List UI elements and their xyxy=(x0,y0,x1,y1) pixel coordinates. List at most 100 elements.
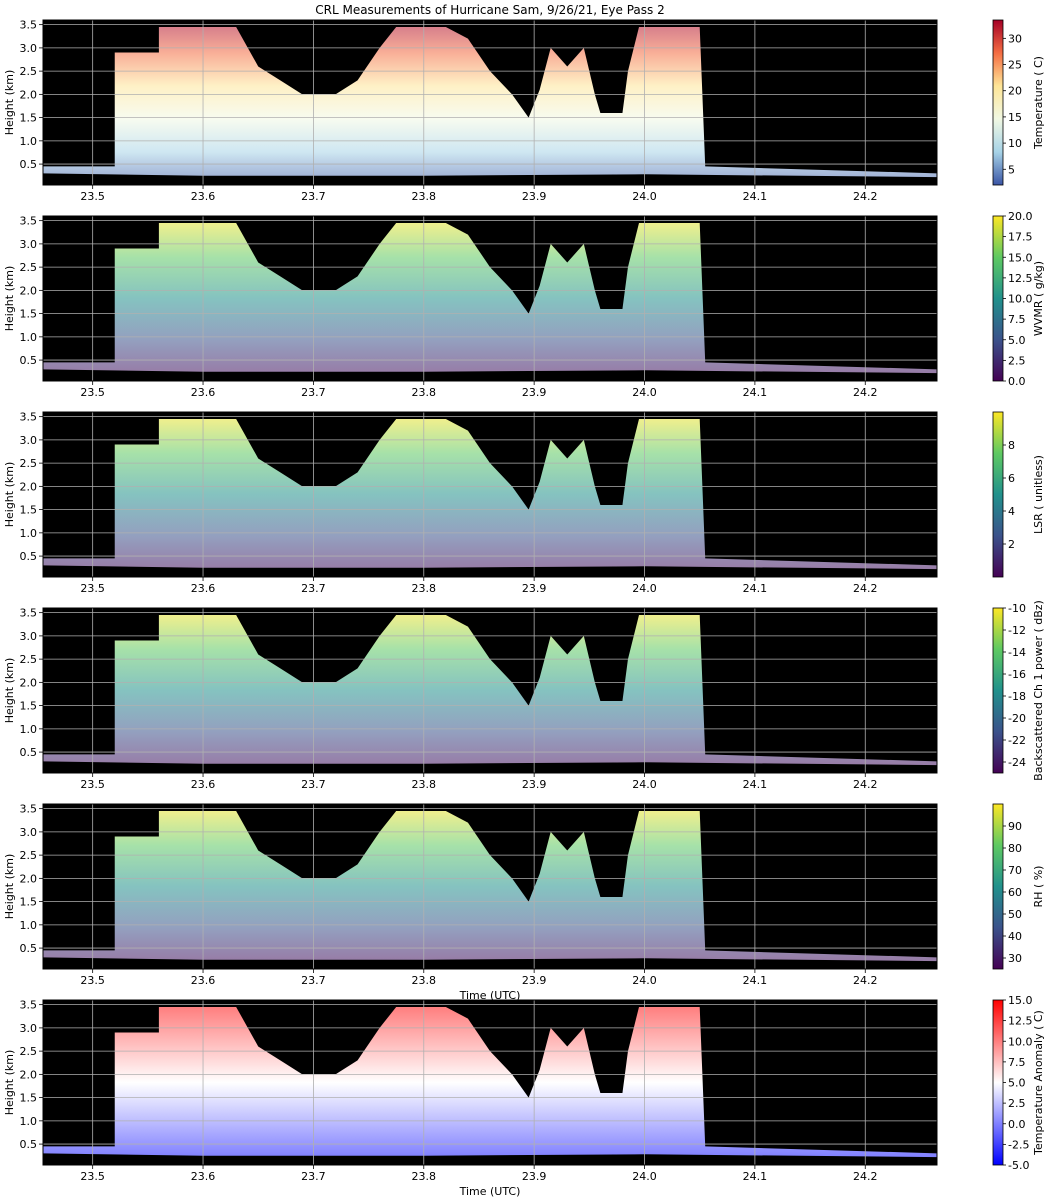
y-tick-label: 1.0 xyxy=(20,527,38,540)
x-tick-label: 23.7 xyxy=(301,778,326,791)
colorbar-tick-label: 15.0 xyxy=(1008,994,1033,1007)
no-data-mask-upper xyxy=(43,216,937,370)
panel-3: 23.5 23.6 23.7 23.8 23.9 24.0 24.1 24.20.51.01.… xyxy=(3,411,1045,595)
colorbar xyxy=(992,999,1004,1166)
y-tick-label: 2.0 xyxy=(20,480,38,493)
colorbar-tick-label: 7.5 xyxy=(1008,313,1026,326)
colorbar-tick-label: 25 xyxy=(1008,59,1022,72)
figure-title: CRL Measurements of Hurricane Sam, 9/26/… xyxy=(315,3,664,17)
colorbar-tick-label: 8 xyxy=(1008,439,1015,452)
y-tick-label: 0.5 xyxy=(20,550,38,563)
colorbar-tick-label: 6 xyxy=(1008,472,1015,485)
y-axis-label: Height (km) xyxy=(3,854,16,920)
y-tick-label: 1.0 xyxy=(20,1115,38,1128)
colorbar-tick-label: -5.0 xyxy=(1008,1159,1029,1172)
y-axis-label: Height (km) xyxy=(3,462,16,528)
y-tick-label: 2.0 xyxy=(20,676,38,689)
x-tick-label: 23.6 xyxy=(191,190,216,203)
x-tick-label: 23.8 xyxy=(412,1170,437,1183)
y-tick-label: 2.5 xyxy=(20,65,38,78)
colorbar-tick-label: 60 xyxy=(1008,886,1022,899)
x-tick-label: 23.7 xyxy=(301,190,326,203)
no-data-mask-upper xyxy=(43,412,937,566)
x-tick-label: 23.9 xyxy=(522,974,547,987)
x-tick-label: 23.6 xyxy=(191,582,216,595)
y-tick-label: 3.0 xyxy=(20,630,38,643)
colorbar-label: Backscattered Ch 1 power ( dBz) xyxy=(1032,600,1045,781)
panels: 23.5 23.6 23.7 23.8 23.9 24.0 24.1 24.20.51.01.… xyxy=(3,19,1045,1198)
x-tick-label: 24.1 xyxy=(743,582,768,595)
x-axis-label: Time (UTC) xyxy=(459,1185,521,1198)
colorbar-tick-label: 20 xyxy=(1008,85,1022,98)
y-tick-label: 1.5 xyxy=(20,896,38,909)
surface-mask xyxy=(43,957,937,969)
colorbar xyxy=(992,411,1004,578)
y-tick-label: 1.0 xyxy=(20,331,38,344)
colorbar-label: LSR ( unitless) xyxy=(1032,455,1045,534)
x-tick-label: 23.9 xyxy=(522,778,547,791)
y-tick-label: 2.5 xyxy=(20,653,38,666)
colorbar-tick-label: -14 xyxy=(1008,646,1026,659)
axes-frame xyxy=(42,215,938,382)
y-tick-label: 1.0 xyxy=(20,135,38,148)
y-tick-label: 2.5 xyxy=(20,457,38,470)
y-axis-label: Height (km) xyxy=(3,1050,16,1116)
y-tick-label: 3.5 xyxy=(20,215,38,228)
x-tick-label: 23.6 xyxy=(191,1170,216,1183)
axes-frame xyxy=(42,999,938,1166)
x-tick-label: 24.0 xyxy=(632,582,657,595)
x-tick-label: 23.7 xyxy=(301,582,326,595)
x-tick-label: 23.8 xyxy=(412,386,437,399)
x-tick-label: 24.2 xyxy=(853,190,878,203)
x-tick-label: 23.9 xyxy=(522,582,547,595)
x-tick-label: 24.1 xyxy=(743,190,768,203)
top-band xyxy=(43,216,937,220)
no-data-mask-upper xyxy=(43,608,937,762)
x-tick-label: 24.0 xyxy=(632,778,657,791)
y-tick-label: 2.5 xyxy=(20,1045,38,1058)
x-tick-label: 24.1 xyxy=(743,974,768,987)
axes-frame xyxy=(42,803,938,970)
y-tick-label: 3.0 xyxy=(20,42,38,55)
y-tick-label: 0.5 xyxy=(20,158,38,171)
colorbar-tick-label: 2 xyxy=(1008,538,1015,551)
surface-mask xyxy=(43,565,937,577)
y-tick-label: 1.5 xyxy=(20,504,38,517)
panel-5: 23.5 23.6 23.7 23.8 23.9 24.0 24.1 24.2 0.5 1.0 1.… xyxy=(3,803,1045,1002)
x-tick-label: 23.5 xyxy=(80,778,105,791)
colorbar-tick-label: 5 xyxy=(1008,163,1015,176)
y-tick-label: 1.0 xyxy=(20,723,38,736)
colorbar-tick-label: -2.5 xyxy=(1008,1138,1029,1151)
colorbar-tick-label: 50 xyxy=(1008,908,1022,921)
x-axis-label: Time (UTC) xyxy=(459,989,521,1002)
x-tick-label: 24.2 xyxy=(853,974,878,987)
y-axis-label: Height (km) xyxy=(3,70,16,136)
y-tick-label: 2.0 xyxy=(20,1068,38,1081)
colorbar-tick-label: 15 xyxy=(1008,111,1022,124)
x-tick-label: 23.6 xyxy=(191,386,216,399)
colorbar-tick-label: -16 xyxy=(1008,668,1026,681)
panel-1: 23.5 23.6 23.7 23.8 23.9 24.0 24.1 24.2 0.5 1.0 1.… xyxy=(3,19,1045,203)
y-tick-label: 0.5 xyxy=(20,746,38,759)
colorbar-tick-label: 40 xyxy=(1008,930,1022,943)
x-tick-label: 23.7 xyxy=(301,1170,326,1183)
x-tick-label: 23.7 xyxy=(301,386,326,399)
colorbar xyxy=(992,607,1004,774)
x-tick-label: 24.1 xyxy=(743,1170,768,1183)
y-tick-label: 2.0 xyxy=(20,872,38,885)
x-tick-label: 23.8 xyxy=(412,778,437,791)
x-tick-label: 23.5 xyxy=(80,1170,105,1183)
x-tick-label: 24.0 xyxy=(632,974,657,987)
colorbar-label: RH ( %) xyxy=(1032,866,1045,908)
y-tick-label: 3.0 xyxy=(20,434,38,447)
y-tick-label: 3.5 xyxy=(20,999,38,1012)
colorbar-tick-label: 12.5 xyxy=(1008,1015,1033,1028)
x-tick-label: 23.9 xyxy=(522,1170,547,1183)
x-tick-label: 23.9 xyxy=(522,190,547,203)
surface-mask xyxy=(43,761,937,773)
y-tick-label: 3.5 xyxy=(20,411,38,424)
axes-frame xyxy=(42,19,938,186)
x-tick-label: 23.5 xyxy=(80,386,105,399)
x-tick-label: 23.8 xyxy=(412,974,437,987)
